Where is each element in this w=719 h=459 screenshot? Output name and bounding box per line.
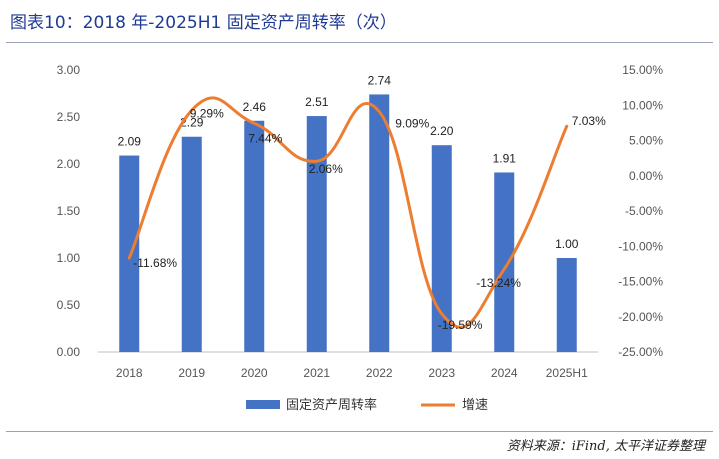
- bar: [181, 136, 202, 352]
- x-tick-label: 2018: [116, 366, 143, 380]
- right-tick-label: 15.00%: [622, 63, 663, 77]
- right-tick-label: 10.00%: [622, 98, 663, 112]
- source-note: 资料来源：iFind, 太平洋证券整理: [506, 439, 705, 454]
- bar: [369, 94, 390, 352]
- line-data-label: 9.09%: [395, 117, 429, 131]
- right-tick-label: -20.00%: [618, 310, 663, 324]
- right-tick-label: 5.00%: [629, 134, 663, 148]
- line-data-labels: -11.68% 9.29% 7.44% 2.06% 9.09% -19.59% -13.24…: [133, 106, 606, 332]
- bar-data-label: 1.00: [555, 237, 579, 251]
- line-data-label: 7.03%: [572, 114, 606, 128]
- left-y-axis: 0.00 0.50 1.00 1.50 2.00 2.50 3.00: [57, 63, 81, 359]
- footer-divider: [6, 431, 713, 432]
- left-tick-label: 0.50: [57, 298, 81, 312]
- legend-bar-swatch: [246, 400, 280, 409]
- bar: [431, 145, 452, 352]
- bar-data-labels: 2.092.292.46 2.512.742.201.911.00: [118, 73, 579, 251]
- left-tick-label: 2.00: [57, 157, 81, 171]
- x-tick-label: 2020: [241, 366, 268, 380]
- x-tick-label: 2024: [491, 366, 518, 380]
- bar: [244, 120, 265, 352]
- x-tick-label: 2022: [366, 366, 393, 380]
- left-tick-label: 3.00: [57, 63, 81, 77]
- line-data-label: 9.29%: [190, 106, 224, 120]
- bar-series: [119, 94, 577, 352]
- bar-data-label: 2.46: [243, 100, 267, 114]
- left-tick-label: 1.00: [57, 251, 81, 265]
- right-tick-label: -25.00%: [618, 345, 663, 359]
- title-divider: [6, 42, 713, 43]
- left-tick-label: 2.50: [57, 110, 81, 124]
- bar-data-label: 2.20: [430, 124, 454, 138]
- right-y-axis: -25.00% -20.00% -15.00% -10.00% -5.00% 0.00% 5…: [618, 63, 663, 359]
- line-data-label: -13.24%: [476, 276, 521, 290]
- right-tick-label: -10.00%: [618, 239, 663, 253]
- chart-area: 0.00 0.50 1.00 1.50 2.00 2.50 3.00 -25.00% -20.…: [57, 63, 664, 413]
- right-tick-label: 0.00%: [629, 169, 663, 183]
- left-tick-label: 0.00: [57, 345, 81, 359]
- x-axis: 2018 2019 2020 2021 2022 2023 2024 2025H1: [116, 366, 588, 380]
- legend-bar-label: 固定资产周转率: [286, 397, 377, 413]
- line-data-label: -11.68%: [133, 256, 177, 270]
- right-tick-label: -5.00%: [625, 204, 663, 218]
- chart-title: 图表10：2018 年-2025H1 固定资产周转率（次）: [10, 13, 397, 33]
- bar-data-label: 2.74: [368, 73, 392, 87]
- line-data-label: 2.06%: [309, 162, 343, 176]
- bar: [556, 258, 577, 352]
- bar-data-label: 2.51: [305, 95, 329, 109]
- x-tick-label: 2025H1: [546, 366, 588, 380]
- line-data-label: 7.44%: [248, 131, 282, 145]
- bar-data-label: 1.91: [493, 151, 517, 165]
- bar: [306, 116, 327, 352]
- x-tick-label: 2021: [303, 366, 330, 380]
- growth-line: [127, 96, 569, 329]
- legend-line-label: 增速: [462, 398, 488, 413]
- line-data-label: -19.59%: [438, 318, 483, 332]
- bar: [119, 155, 140, 352]
- bar: [494, 172, 515, 352]
- x-tick-label: 2019: [178, 366, 205, 380]
- bar-data-label: 2.09: [118, 135, 142, 149]
- legend: 固定资产周转率 增速: [246, 397, 488, 413]
- right-tick-label: -15.00%: [618, 275, 663, 289]
- left-tick-label: 1.50: [57, 204, 81, 218]
- x-tick-label: 2023: [428, 366, 455, 380]
